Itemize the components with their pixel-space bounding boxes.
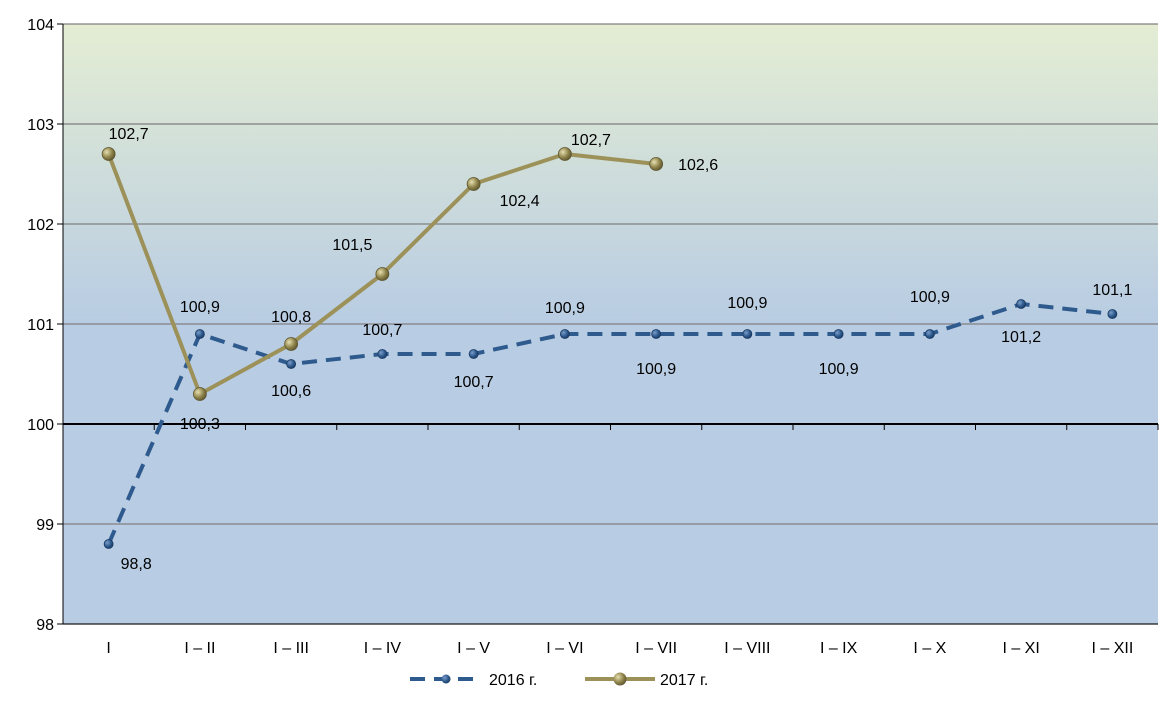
data-label: 101,5 (332, 237, 372, 254)
y-tick-label: 101 (27, 317, 54, 334)
data-label: 102,7 (571, 132, 611, 149)
data-point (742, 329, 753, 339)
legend-item-2016: 2016 г. (410, 672, 537, 689)
legend-item-2017: 2017 г. (585, 672, 708, 689)
data-point (286, 359, 297, 369)
data-label: 102,6 (678, 157, 718, 174)
x-tick-label: I – VIII (724, 640, 770, 657)
data-point (192, 387, 207, 401)
data-label: 100,7 (362, 322, 402, 339)
legend-label: 2017 г. (660, 672, 708, 689)
x-tick-label: I – XII (1091, 640, 1133, 657)
data-point (924, 329, 935, 339)
data-point (651, 329, 662, 339)
data-point (559, 329, 570, 339)
data-label: 100,9 (819, 361, 859, 378)
x-tick-label: I – XI (1002, 640, 1039, 657)
legend-label: 2016 г. (489, 672, 537, 689)
data-label: 100,8 (271, 309, 311, 326)
data-point (377, 349, 388, 359)
data-label: 100,6 (271, 383, 311, 400)
series-2016 (103, 299, 1118, 549)
data-point (1107, 309, 1118, 319)
legend: 2016 г. 2017 г. (410, 672, 708, 689)
data-label: 102,7 (109, 126, 149, 143)
data-label: 100,9 (636, 361, 676, 378)
data-point (557, 147, 572, 161)
data-label: 100,9 (545, 300, 585, 317)
x-tick-label: I – IX (820, 640, 858, 657)
x-tick-label: I – IV (364, 640, 402, 657)
legend-marker (613, 672, 627, 686)
y-tick-label: 100 (27, 417, 54, 434)
data-point (101, 147, 116, 161)
y-tick-label: 99 (36, 517, 54, 534)
y-tick-label: 102 (27, 217, 54, 234)
data-label: 98,8 (121, 556, 152, 573)
data-label: 100,7 (454, 374, 494, 391)
data-point (103, 539, 114, 549)
data-point (468, 349, 479, 359)
data-label: 102,4 (500, 193, 540, 210)
data-point (1016, 299, 1027, 309)
data-label: 100,3 (180, 416, 220, 433)
data-point (194, 329, 205, 339)
series-2017 (101, 147, 664, 401)
data-label: 101,1 (1092, 282, 1132, 299)
data-label: 100,9 (727, 295, 767, 312)
data-label: 100,9 (180, 299, 220, 316)
x-tick-label: I – VII (635, 640, 677, 657)
x-tick-label: I (106, 640, 110, 657)
x-tick-label: I – VI (546, 640, 583, 657)
x-tick-label: I – V (457, 640, 490, 657)
y-tick-label: 104 (27, 17, 54, 34)
legend-marker (441, 674, 451, 684)
y-tick-label: 103 (27, 117, 54, 134)
data-point (649, 157, 664, 171)
data-label: 101,2 (1001, 329, 1041, 346)
data-point (284, 337, 299, 351)
data-label: 100,9 (910, 289, 950, 306)
x-tick-label: I – X (913, 640, 946, 657)
data-point (466, 177, 481, 191)
y-tick-label: 98 (36, 617, 54, 634)
data-point (833, 329, 844, 339)
data-point (375, 267, 390, 281)
x-tick-label: I – III (273, 640, 309, 657)
x-tick-label: I – II (184, 640, 215, 657)
